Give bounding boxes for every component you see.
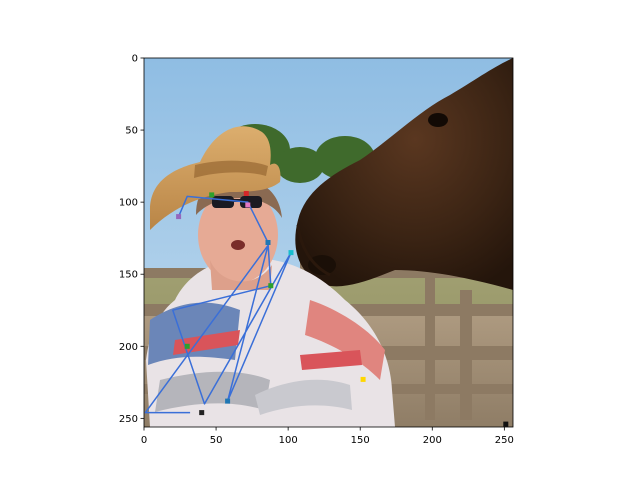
horse [295, 58, 513, 290]
y-tick-label: 0 [132, 54, 138, 65]
keypoint-marker-10 [199, 410, 205, 416]
y-tick-label: 150 [119, 270, 138, 281]
keypoint-marker-9 [225, 398, 231, 404]
x-tick-label: 100 [279, 435, 298, 446]
keypoint-marker-7 [184, 343, 190, 349]
x-axis: 0 50 100 150 200 250 [141, 427, 514, 446]
x-tick-label: 50 [210, 435, 223, 446]
series-line-0 [144, 195, 292, 414]
y-tick-label: 250 [119, 414, 138, 425]
plot-marks [144, 191, 509, 427]
y-tick-label: 200 [119, 342, 138, 353]
axes-frame [143, 57, 514, 428]
keypoint-marker-6 [268, 283, 274, 289]
x-tick-label: 150 [351, 435, 370, 446]
y-tick-label: 50 [125, 126, 138, 137]
keypoint-marker-11 [503, 421, 509, 427]
keypoint-marker-0 [209, 192, 215, 198]
keypoint-marker-2 [245, 202, 251, 208]
keypoint-marker-5 [288, 250, 294, 256]
keypoint-marker-1 [243, 191, 249, 196]
x-tick-label: 200 [423, 435, 442, 446]
y-tick-label: 100 [119, 198, 138, 209]
background-photo [144, 58, 513, 427]
y-axis: 0 50 100 150 200 250 [119, 54, 144, 425]
keypoint-marker-8 [360, 376, 366, 382]
x-tick-label: 0 [141, 435, 147, 446]
x-tick-label: 250 [495, 435, 514, 446]
keypoint-marker-3 [176, 214, 182, 220]
keypoint-marker-4 [265, 240, 271, 245]
